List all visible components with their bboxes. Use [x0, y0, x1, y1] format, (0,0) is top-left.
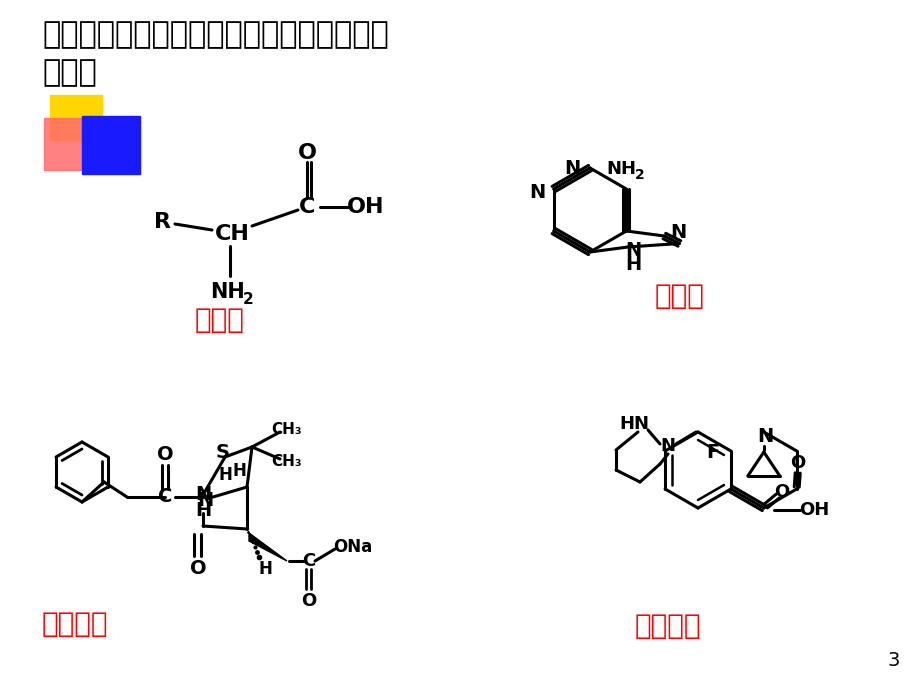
- Text: N: N: [563, 159, 580, 177]
- Bar: [44, 118, 102, 170]
- Text: N: N: [757, 426, 773, 446]
- Text: H: H: [232, 462, 245, 480]
- Text: N: N: [660, 437, 675, 455]
- Polygon shape: [249, 533, 287, 561]
- Text: H: H: [258, 560, 272, 578]
- Text: 有机含氮化合物与生命有非常密切的联系，: 有机含氮化合物与生命有非常密切的联系，: [42, 20, 389, 49]
- Text: H: H: [218, 466, 232, 484]
- Text: O: O: [297, 143, 316, 163]
- Text: H: H: [195, 502, 210, 520]
- Text: N: N: [670, 222, 686, 242]
- Text: N: N: [195, 486, 210, 504]
- Text: F: F: [706, 444, 719, 462]
- Text: 2: 2: [634, 168, 643, 182]
- Text: S: S: [216, 444, 230, 462]
- Bar: [50, 95, 102, 140]
- Text: OH: OH: [346, 197, 384, 217]
- Text: O: O: [301, 592, 316, 610]
- Text: NH: NH: [606, 160, 636, 178]
- Text: C: C: [158, 488, 172, 506]
- Text: C: C: [302, 552, 315, 570]
- Text: HN: HN: [618, 415, 648, 433]
- Text: C: C: [299, 197, 315, 217]
- Text: R: R: [154, 212, 171, 232]
- Text: 氨基酸: 氨基酸: [195, 306, 244, 334]
- Text: CH₃: CH₃: [271, 453, 302, 469]
- Text: N: N: [529, 184, 545, 202]
- Text: N: N: [624, 241, 641, 259]
- Text: N: N: [197, 491, 213, 511]
- Text: O: O: [156, 446, 173, 464]
- Text: O: O: [189, 560, 206, 578]
- Text: 青霉素钠: 青霉素钠: [42, 610, 108, 638]
- Bar: [82, 116, 140, 174]
- Text: O: O: [774, 483, 789, 501]
- Text: 腺嘌呤: 腺嘌呤: [654, 282, 704, 310]
- Text: ONa: ONa: [333, 538, 372, 556]
- Text: CH₃: CH₃: [271, 422, 302, 437]
- Text: NH: NH: [210, 282, 245, 302]
- Text: O: O: [789, 454, 804, 472]
- Text: 3: 3: [887, 651, 899, 670]
- Text: 例如：: 例如：: [42, 58, 96, 87]
- Text: CH: CH: [214, 224, 249, 244]
- Text: H: H: [624, 255, 641, 275]
- Text: 2: 2: [243, 291, 253, 306]
- Text: 环丙沙星: 环丙沙星: [634, 612, 701, 640]
- Text: OH: OH: [798, 501, 828, 519]
